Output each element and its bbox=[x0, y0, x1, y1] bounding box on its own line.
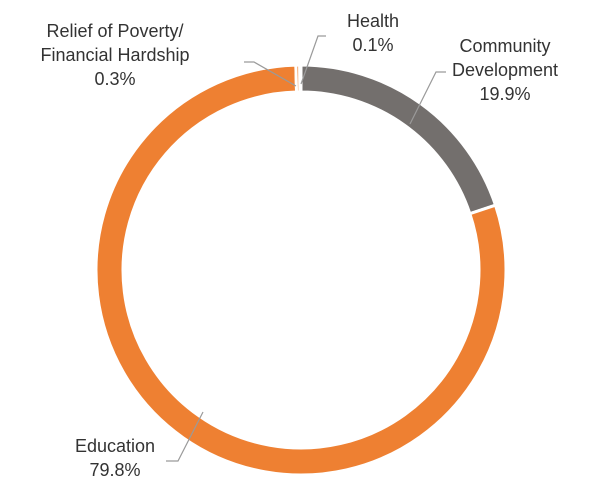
slice-name-community-development: Community bbox=[459, 36, 550, 56]
leader-line-education bbox=[166, 411, 204, 462]
slice-name-relief-of-poverty-financial-hardship: Financial Hardship bbox=[40, 45, 189, 65]
slice-label-relief-of-poverty-financial-hardship: Relief of Poverty/Financial Hardship 0.3% bbox=[40, 21, 189, 89]
slice-name-education: Education bbox=[75, 436, 155, 456]
slices-group bbox=[94, 63, 508, 477]
slice-name-health: Health bbox=[347, 11, 399, 31]
leader-line-relief-of-poverty-financial-hardship bbox=[244, 61, 297, 87]
slice-community-development bbox=[299, 63, 498, 216]
slice-value-community-development: 19.9% bbox=[479, 84, 530, 104]
slice-label-community-development: Community Development 19.9% bbox=[452, 36, 558, 104]
slice-value-education: 79.8% bbox=[89, 460, 140, 480]
slice-value-health: 0.1% bbox=[352, 35, 393, 55]
slice-name-relief-of-poverty-financial-hardship: Relief of Poverty/ bbox=[46, 21, 183, 41]
leader-lines-group bbox=[166, 35, 446, 462]
leader-line-community-development bbox=[409, 71, 446, 125]
leader-line-health bbox=[300, 35, 326, 85]
labels-group: Community Development 19.9% Education 79.8% R… bbox=[40, 11, 558, 480]
slice-name-community-development: Development bbox=[452, 60, 558, 80]
slice-label-health: Health 0.1% bbox=[347, 11, 399, 55]
slice-label-education: Education 79.8% bbox=[75, 436, 155, 480]
slice-value-relief-of-poverty-financial-hardship: 0.3% bbox=[94, 69, 135, 89]
slice-education bbox=[94, 63, 508, 477]
slice-health bbox=[298, 63, 303, 94]
